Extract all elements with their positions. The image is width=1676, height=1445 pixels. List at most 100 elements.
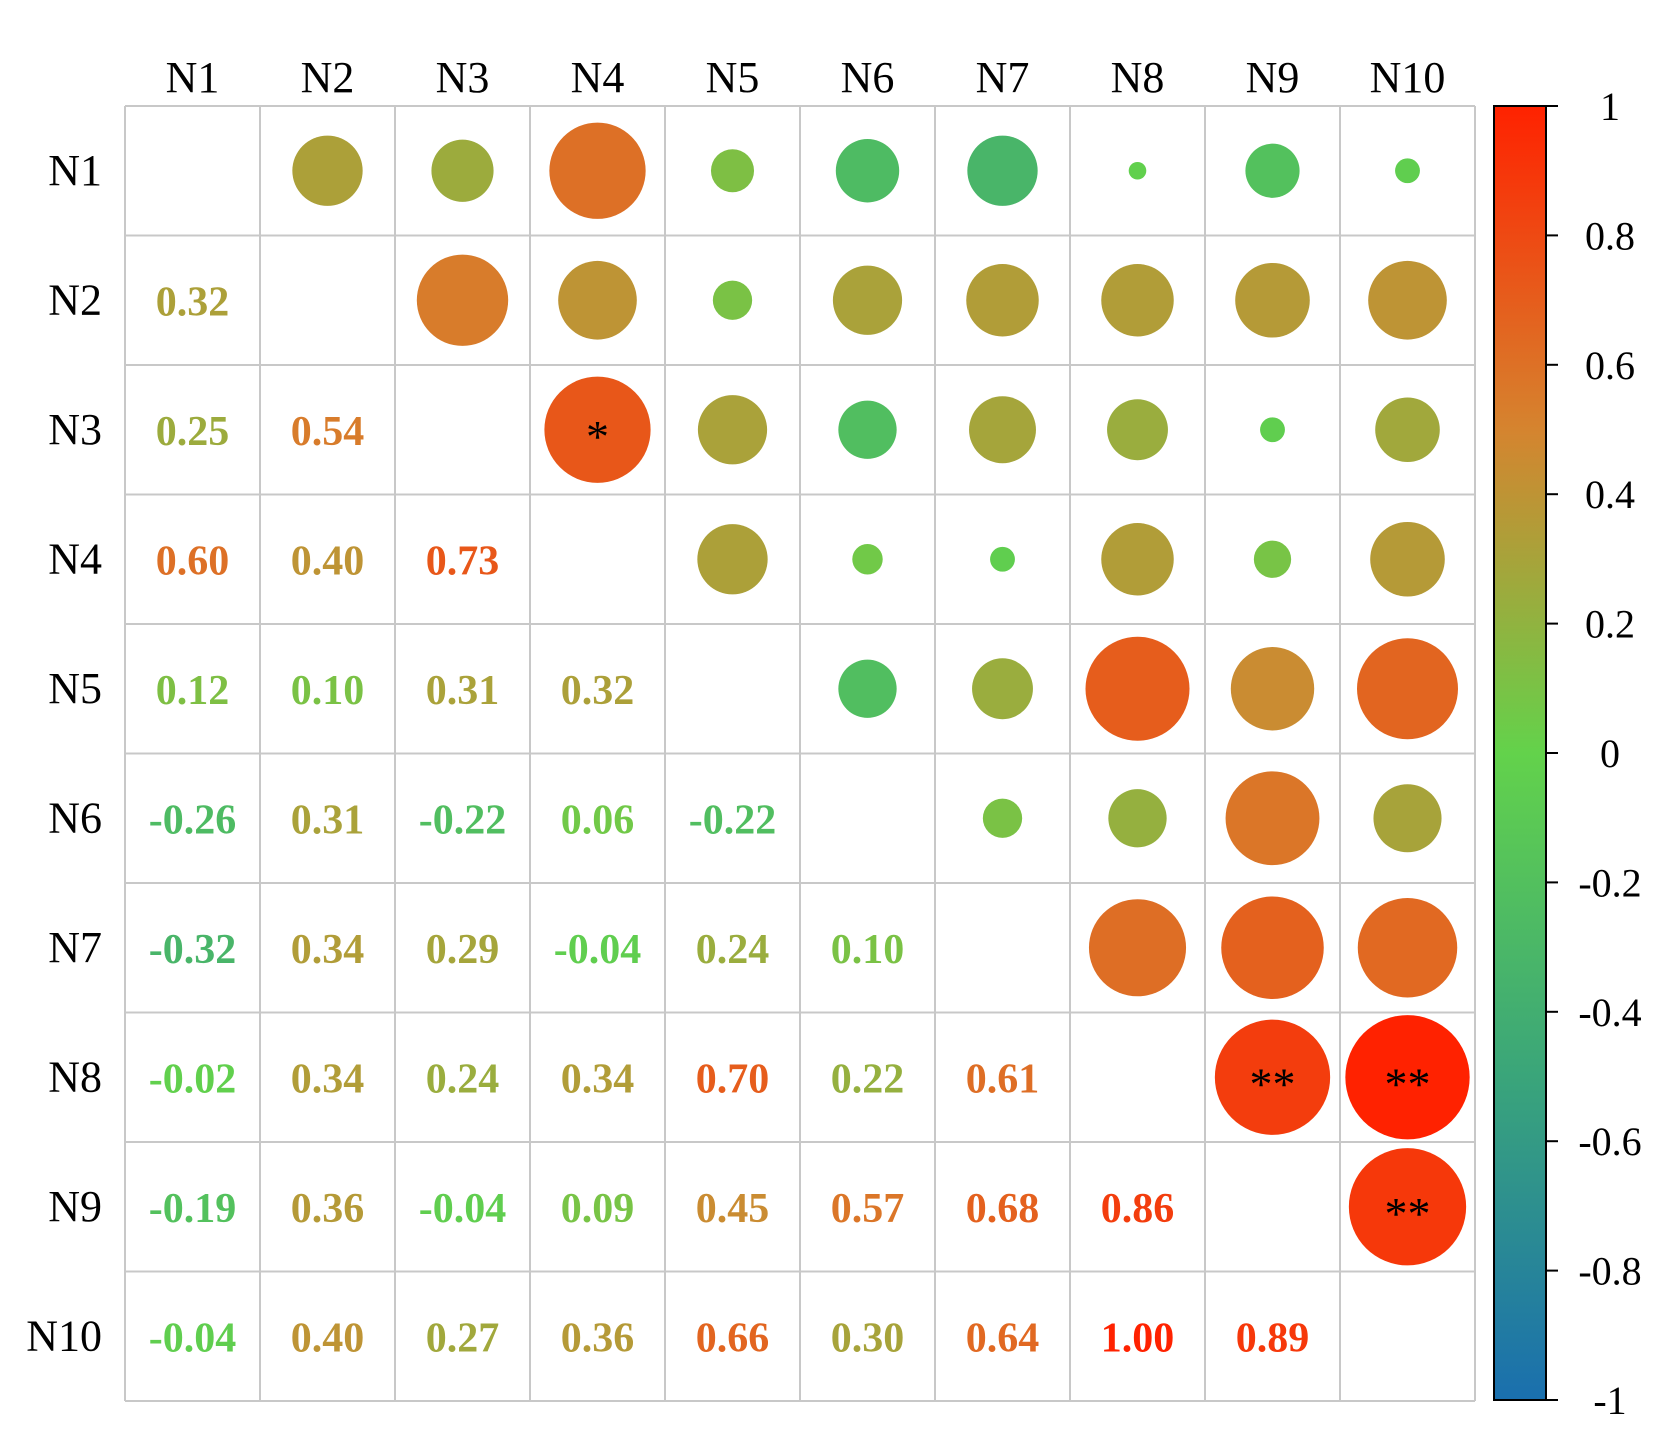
correlation-value: -0.22 bbox=[689, 797, 777, 843]
correlation-value: -0.02 bbox=[149, 1056, 237, 1102]
correlation-circle bbox=[967, 135, 1038, 206]
correlation-value: 0.24 bbox=[696, 927, 770, 973]
column-label: N2 bbox=[301, 53, 355, 102]
correlation-value: 0.57 bbox=[831, 1186, 905, 1232]
colorbar-tick-label: -0.8 bbox=[1578, 1249, 1641, 1294]
correlation-value: 0.31 bbox=[291, 797, 365, 843]
significance-mark: ** bbox=[1250, 1058, 1296, 1109]
correlation-value: -0.32 bbox=[149, 927, 237, 973]
correlation-circle bbox=[416, 254, 509, 346]
correlation-value: 0.66 bbox=[696, 1315, 770, 1361]
significance-mark: * bbox=[586, 411, 609, 462]
colorbar-tick-label: 0 bbox=[1600, 731, 1620, 776]
correlation-circle bbox=[1348, 1148, 1467, 1266]
correlation-value: 0.22 bbox=[831, 1056, 905, 1102]
correlation-value: 0.73 bbox=[426, 538, 500, 584]
correlation-circle bbox=[1357, 638, 1458, 740]
correlation-circle bbox=[1395, 158, 1420, 184]
correlation-circle bbox=[1085, 636, 1190, 741]
correlation-circle bbox=[969, 396, 1036, 464]
column-label: N10 bbox=[1370, 53, 1446, 102]
correlation-circle bbox=[1108, 789, 1167, 848]
correlation-circle bbox=[710, 149, 755, 193]
correlation-value: 0.29 bbox=[426, 927, 500, 973]
correlation-circle bbox=[292, 135, 363, 206]
axis-labels: N1 N1 N2 N2 N3 N3 N4 N4 N5 N5 N6 N6 N7 N7 N8 N8 N9 N9 N10 N… bbox=[26, 53, 1445, 1360]
colorbar: 1 0.8 0.6 0.4 0.2 0 -0.2 -0.4 -0.6 -0.8 -1 bbox=[1493, 84, 1642, 1423]
correlation-circle bbox=[1253, 540, 1292, 578]
correlation-circle bbox=[852, 544, 883, 575]
correlation-circle bbox=[1370, 521, 1445, 597]
row-label: N3 bbox=[48, 405, 102, 454]
column-label: N5 bbox=[706, 53, 760, 102]
correlation-circle bbox=[832, 265, 903, 335]
row-label: N1 bbox=[48, 146, 102, 195]
correlation-circle bbox=[1221, 896, 1324, 1000]
correlation-value: 0.32 bbox=[561, 668, 635, 714]
correlation-value: 0.36 bbox=[291, 1186, 365, 1232]
correlation-circle bbox=[966, 264, 1039, 337]
correlation-circle bbox=[697, 395, 768, 465]
correlation-circle bbox=[835, 139, 900, 203]
correlation-value: 0.89 bbox=[1236, 1315, 1310, 1361]
correlation-value: 0.09 bbox=[561, 1186, 635, 1232]
significance-mark: ** bbox=[1385, 1058, 1431, 1109]
correlation-value: 1.00 bbox=[1101, 1315, 1175, 1361]
correlation-value: 0.24 bbox=[426, 1056, 500, 1102]
correlation-value: 0.64 bbox=[966, 1315, 1040, 1361]
correlation-circle bbox=[549, 122, 646, 219]
correlation-value: 0.34 bbox=[291, 1056, 365, 1102]
correlation-value: 0.25 bbox=[156, 409, 230, 455]
correlation-value: 0.40 bbox=[291, 1315, 365, 1361]
colorbar-tick-label: 0.4 bbox=[1585, 472, 1635, 517]
correlation-value: 0.12 bbox=[156, 668, 230, 714]
correlation-value: 0.70 bbox=[696, 1056, 770, 1102]
row-label: N9 bbox=[48, 1182, 102, 1231]
correlation-value: 0.06 bbox=[561, 797, 635, 843]
correlation-circle bbox=[1235, 262, 1310, 338]
correlation-marks: *** ****0.320.25 0.540.60 0.40 0.730.12 0.10 0… bbox=[149, 122, 1470, 1361]
column-label: N6 bbox=[841, 53, 895, 102]
row-label: N10 bbox=[26, 1311, 102, 1360]
correlation-value: 0.36 bbox=[561, 1315, 635, 1361]
correlation-circle bbox=[982, 798, 1023, 838]
correlation-circle bbox=[1101, 264, 1174, 337]
correlation-circle bbox=[1375, 397, 1440, 463]
correlation-value: 0.34 bbox=[291, 927, 365, 973]
correlation-circle bbox=[838, 659, 897, 718]
colorbar-tick-label: 0.8 bbox=[1585, 213, 1635, 258]
colorbar-tick-label: -0.2 bbox=[1578, 860, 1641, 905]
correlation-circle bbox=[1214, 1019, 1331, 1135]
correlation-value: 0.60 bbox=[156, 538, 230, 584]
correlation-circle bbox=[712, 280, 753, 320]
correlation-value: -0.22 bbox=[419, 797, 507, 843]
correlation-circle bbox=[1128, 161, 1147, 180]
correlation-value: 0.10 bbox=[831, 927, 905, 973]
correlation-value: 0.68 bbox=[966, 1186, 1040, 1232]
correlation-value: 0.45 bbox=[696, 1186, 770, 1232]
correlation-circle bbox=[838, 400, 897, 459]
row-label: N4 bbox=[48, 534, 102, 583]
colorbar-tick-label: 0.6 bbox=[1585, 343, 1635, 388]
correlation-circle bbox=[1357, 898, 1458, 998]
correlation-circle bbox=[1260, 417, 1285, 443]
grid bbox=[124, 105, 1476, 1402]
column-label: N4 bbox=[571, 53, 625, 102]
correlation-circle bbox=[1245, 143, 1300, 198]
column-label: N1 bbox=[166, 53, 220, 102]
row-label: N5 bbox=[48, 664, 102, 713]
correlation-circle bbox=[990, 546, 1015, 572]
row-label: N6 bbox=[48, 793, 102, 842]
correlation-circle bbox=[1088, 899, 1187, 997]
correlation-circle bbox=[431, 139, 494, 202]
correlation-circle bbox=[1368, 260, 1447, 340]
correlation-value: 0.31 bbox=[426, 668, 500, 714]
correlation-value: 0.32 bbox=[156, 279, 230, 325]
correlation-circle bbox=[1373, 784, 1442, 853]
correlation-circle bbox=[697, 524, 768, 595]
colorbar-tick-label: -0.6 bbox=[1578, 1119, 1641, 1164]
column-label: N7 bbox=[976, 53, 1030, 102]
correlation-value: 0.10 bbox=[291, 668, 365, 714]
correlation-value: -0.04 bbox=[149, 1315, 237, 1361]
